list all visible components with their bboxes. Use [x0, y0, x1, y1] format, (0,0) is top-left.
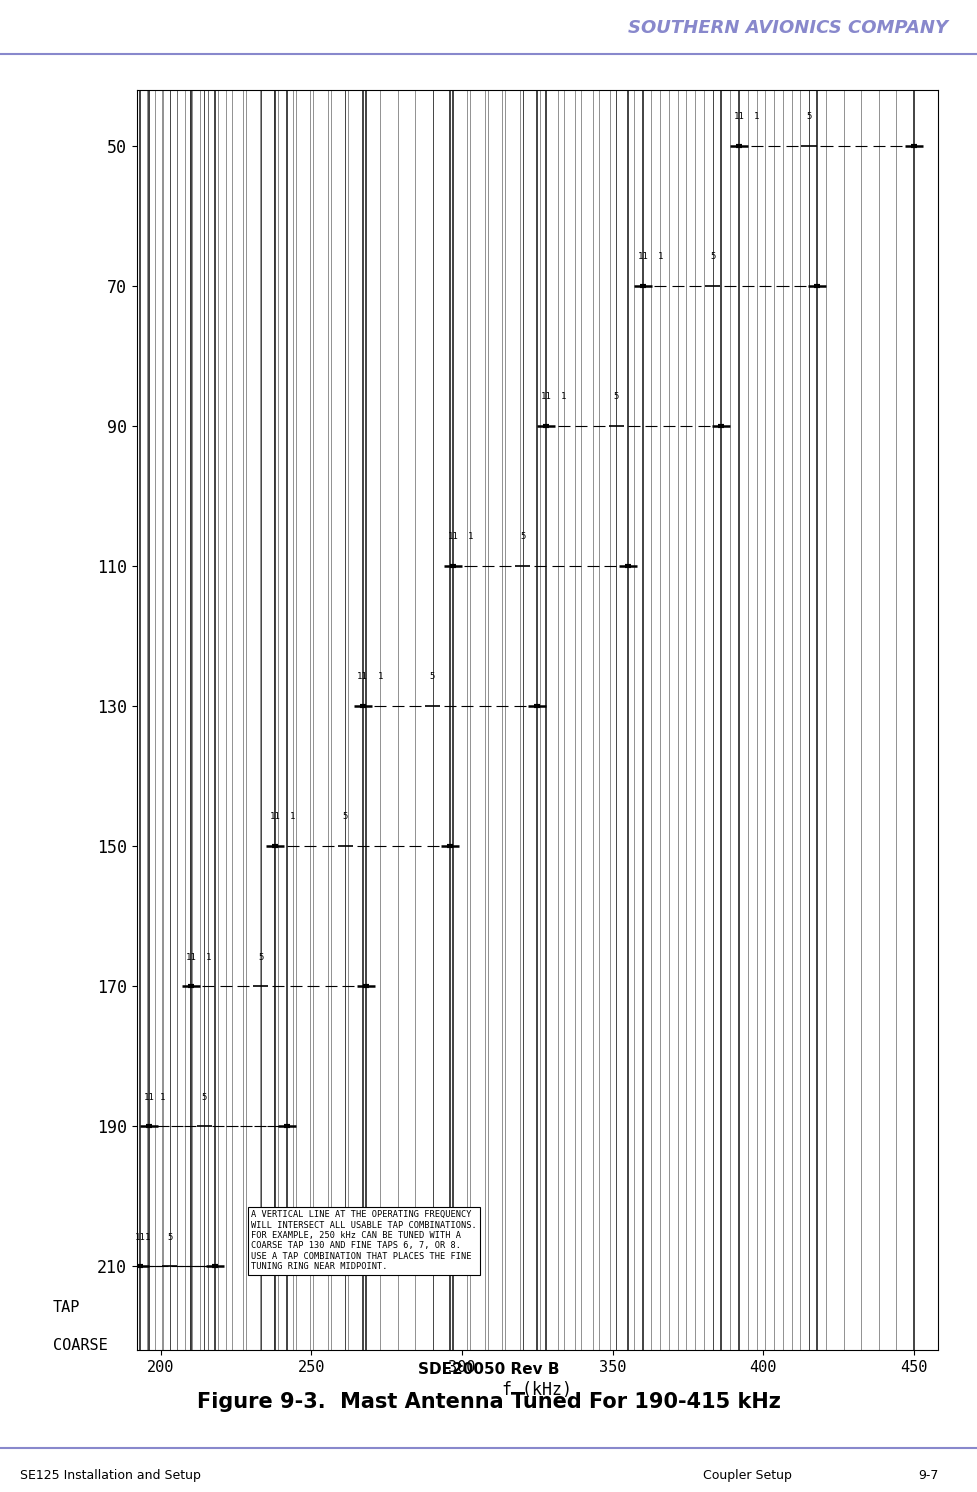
- Text: Coupler Setup: Coupler Setup: [703, 1468, 792, 1482]
- Text: SE125 Installation and Setup: SE125 Installation and Setup: [20, 1468, 200, 1482]
- Text: 1: 1: [754, 112, 759, 121]
- Text: 5: 5: [258, 952, 264, 961]
- Text: 5: 5: [430, 673, 435, 682]
- Text: SDE20050 Rev B: SDE20050 Rev B: [418, 1362, 559, 1377]
- Text: 11: 11: [144, 1092, 154, 1101]
- Text: 5: 5: [343, 813, 348, 822]
- Text: 11: 11: [637, 252, 648, 261]
- Text: 1: 1: [468, 533, 473, 542]
- Text: 1: 1: [658, 252, 663, 261]
- Text: SOUTHERN AVIONICS COMPANY: SOUTHERN AVIONICS COMPANY: [627, 19, 948, 37]
- Text: 1: 1: [561, 392, 567, 401]
- Text: 11: 11: [270, 813, 280, 822]
- Text: 11: 11: [135, 1232, 146, 1241]
- Text: TAP: TAP: [53, 1300, 80, 1314]
- Text: 5: 5: [520, 533, 526, 542]
- Text: 11: 11: [541, 392, 552, 401]
- Text: 11: 11: [734, 112, 744, 121]
- Text: 9-7: 9-7: [918, 1468, 939, 1482]
- Text: 1: 1: [206, 952, 211, 961]
- Text: 1: 1: [145, 1232, 150, 1241]
- Text: A VERTICAL LINE AT THE OPERATING FREQUENCY
WILL INTERSECT ALL USABLE TAP COMBINA: A VERTICAL LINE AT THE OPERATING FREQUEN…: [251, 1210, 477, 1271]
- Text: 1: 1: [377, 673, 383, 682]
- Text: 5: 5: [806, 112, 812, 121]
- Text: 5: 5: [710, 252, 715, 261]
- Text: 1: 1: [290, 813, 295, 822]
- Text: 5: 5: [614, 392, 619, 401]
- Text: 11: 11: [447, 533, 458, 542]
- Text: 5: 5: [167, 1232, 173, 1241]
- Text: 11: 11: [358, 673, 368, 682]
- Text: Figure 9-3.  Mast Antenna Tuned For 190-415 kHz: Figure 9-3. Mast Antenna Tuned For 190-4…: [196, 1392, 781, 1413]
- Text: 11: 11: [186, 952, 196, 961]
- Text: 1: 1: [160, 1092, 165, 1101]
- Text: COARSE: COARSE: [53, 1338, 107, 1353]
- X-axis label: f (kHz): f (kHz): [502, 1380, 573, 1398]
- Text: 5: 5: [201, 1092, 207, 1101]
